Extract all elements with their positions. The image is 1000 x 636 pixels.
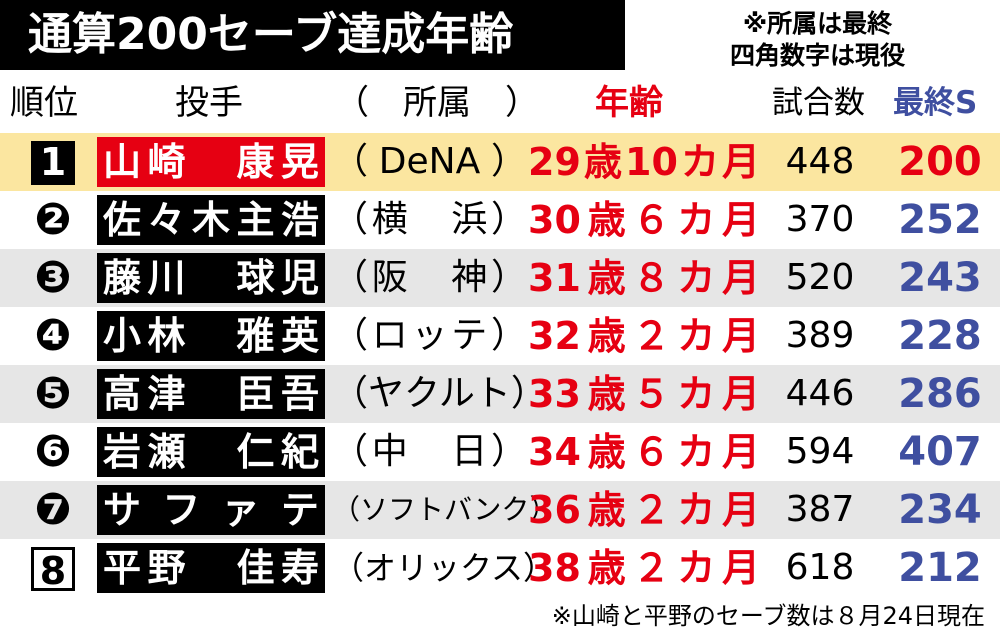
games: 389: [785, 315, 855, 356]
col-header: 最終S: [893, 85, 978, 121]
team: （阪 神）: [332, 257, 527, 298]
age: 34歳６カ月: [528, 430, 760, 474]
table-row: 1 山崎 康晃 （DeNA） 29歳10カ月 448 200: [0, 133, 1000, 191]
pitcher-name: 山崎 康晃: [97, 137, 325, 187]
team: （ロッテ）: [332, 315, 527, 356]
table-row: ❹ 小林 雅英 （ロッテ） 32歳２カ月 389 228: [0, 307, 1000, 365]
rank: ❸: [34, 252, 72, 303]
col-header: 年齢: [595, 83, 663, 123]
games: 520: [785, 257, 855, 298]
rank: ❻: [34, 426, 72, 477]
team: （ソフトバンク）: [332, 493, 558, 526]
table-row: ❻ 岩瀬 仁紀 （中 日） 34歳６カ月 594 407: [0, 423, 1000, 481]
pitcher-name: サファテ: [97, 485, 325, 535]
age: 36歳２カ月: [528, 488, 760, 532]
table-row: ❷ 佐々木主浩 （横 浜） 30歳６カ月 370 252: [0, 191, 1000, 249]
rank: ❹: [34, 310, 72, 361]
team: （DeNA）: [332, 141, 527, 182]
saves: 200: [898, 139, 982, 185]
saves: 234: [898, 487, 982, 533]
pitcher-name: 小林 雅英: [97, 311, 325, 361]
table-row: ❼ サファテ （ソフトバンク） 36歳２カ月 387 234: [0, 481, 1000, 539]
games: 370: [785, 199, 855, 240]
saves: 407: [898, 429, 982, 475]
games: 618: [785, 547, 855, 588]
age: 32歳２カ月: [528, 314, 760, 358]
col-header: 試合数: [772, 85, 865, 121]
note: 四角数字は現役: [729, 41, 905, 70]
team: （中 日）: [332, 431, 527, 472]
pitcher-name: 藤川 球児: [97, 253, 325, 303]
saves: 252: [898, 197, 982, 243]
pitcher-name: 佐々木主浩: [97, 195, 325, 245]
pitcher-name: 平野 佳寿: [97, 543, 325, 593]
games: 448: [785, 141, 855, 182]
age: 30歳６カ月: [528, 198, 760, 242]
col-header: 投手: [175, 83, 243, 123]
table-row: 8 平野 佳寿 （オリックス） 38歳２カ月 618 212: [0, 539, 1000, 597]
table-row: ❺ 高津 臣吾 （ヤクルト） 33歳５カ月 446 286: [0, 365, 1000, 423]
saves: 228: [898, 313, 982, 359]
saves: 286: [898, 371, 982, 417]
table-row: ❸ 藤川 球児 （阪 神） 31歳８カ月 520 243: [0, 249, 1000, 307]
saves: 243: [898, 255, 982, 301]
games: 594: [785, 431, 855, 472]
rank: 8: [31, 547, 75, 592]
age: 29歳10カ月: [528, 140, 760, 184]
col-header: （ 所属 ）: [335, 83, 539, 123]
saves: 212: [898, 545, 982, 591]
footnote: ※山崎と平野のセーブ数は８月24日現在: [551, 602, 985, 630]
rank: ❷: [34, 194, 72, 245]
rank: 1: [31, 141, 75, 185]
rank: ❼: [34, 484, 72, 535]
title: 通算200セーブ達成年齢: [0, 0, 625, 70]
team: （横 浜）: [332, 199, 527, 240]
age: 31歳８カ月: [528, 256, 760, 300]
team: （ヤクルト）: [332, 373, 547, 414]
team: （オリックス）: [332, 549, 556, 587]
col-header: 順位: [10, 83, 78, 123]
rank: ❺: [34, 368, 72, 419]
pitcher-name: 岩瀬 仁紀: [97, 427, 325, 477]
note: ※所属は最終: [742, 9, 893, 38]
pitcher-name: 高津 臣吾: [97, 369, 325, 419]
games: 446: [785, 373, 855, 414]
age: 38歳２カ月: [528, 546, 760, 590]
age: 33歳５カ月: [528, 372, 760, 416]
games: 387: [785, 489, 855, 530]
